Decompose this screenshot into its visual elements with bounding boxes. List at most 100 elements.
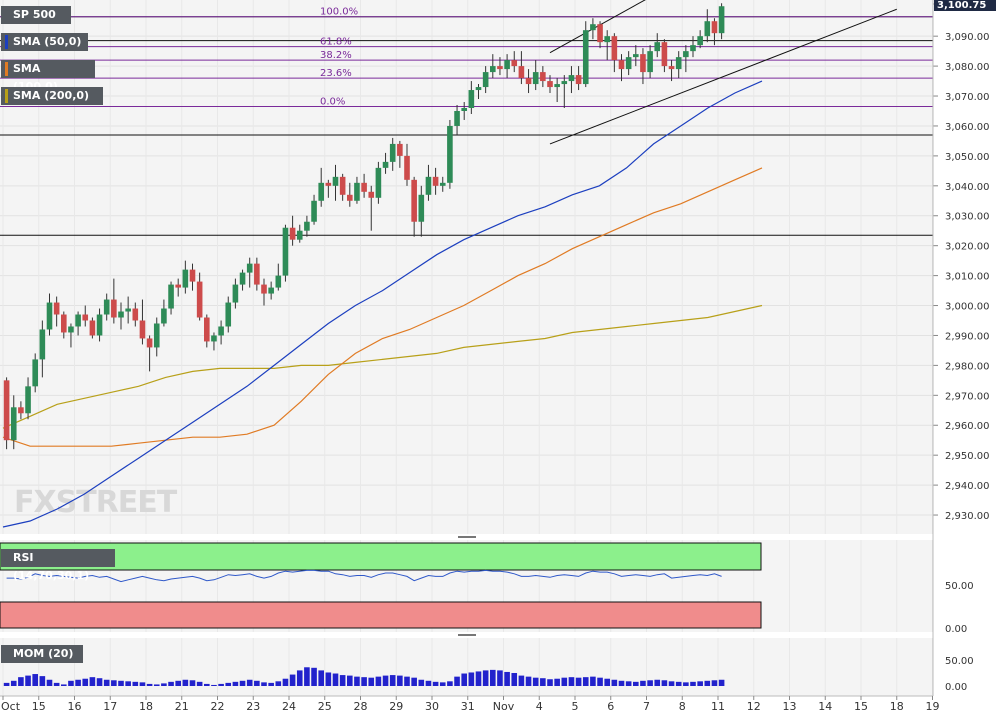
mom-bar	[268, 682, 274, 686]
sma50-legend[interactable]: SMA (50,0)	[1, 33, 88, 51]
candle-body	[540, 72, 546, 82]
mom-bar	[683, 682, 689, 686]
candle-body	[96, 314, 103, 336]
mom-bar	[68, 680, 74, 686]
fib-level-label: 23.6%	[320, 68, 352, 79]
rsi-overbought-zone	[0, 542, 762, 571]
mom-bar	[647, 680, 653, 686]
sma100-legend[interactable]: SMA (100,0)	[1, 60, 95, 93]
x-axis-label: 6	[607, 700, 614, 713]
mom-plot-bg	[0, 638, 933, 696]
candle-body	[82, 314, 89, 321]
candle-body	[146, 338, 153, 348]
x-axis-label: 15	[32, 700, 46, 713]
mom-bar	[397, 675, 403, 686]
candle-body	[389, 143, 396, 162]
mom-bar	[311, 667, 317, 686]
candle-body	[425, 176, 432, 195]
y-axis-label: 3,010.00	[945, 272, 990, 283]
mom-bar	[511, 673, 518, 686]
mom-bar	[618, 680, 625, 686]
y-axis-label: 2,950.00	[945, 451, 990, 462]
mom-bar	[182, 679, 189, 686]
mom-bar	[225, 682, 232, 686]
candle-body	[61, 314, 67, 333]
candle-body	[668, 66, 675, 70]
candle-body	[153, 323, 160, 348]
mom-bar	[339, 675, 346, 686]
sma100-line	[2, 167, 763, 447]
mom-bar	[475, 671, 482, 686]
mom-bar	[354, 676, 360, 686]
x-axis-label: 30	[425, 700, 439, 713]
candle-body	[597, 24, 603, 43]
candle-body	[39, 329, 46, 360]
mom-bar	[439, 682, 446, 686]
mom-bar	[461, 673, 467, 686]
y-axis-label: 2,960.00	[945, 421, 990, 432]
mom-bar	[654, 679, 661, 686]
symbol-label[interactable]: SP 500	[1, 6, 71, 24]
rsi-label[interactable]: RSI (14,70,30,1)	[1, 549, 115, 582]
candle-body	[10, 407, 17, 441]
candle-body	[704, 21, 711, 37]
mom-label[interactable]: MOM (20)	[1, 645, 83, 663]
candle-body	[590, 24, 596, 31]
mom-bar	[454, 676, 460, 686]
mom-bar	[625, 681, 632, 686]
candle-body	[447, 125, 453, 183]
mom-bar	[554, 678, 560, 686]
candle-body	[561, 81, 568, 85]
y-axis-label: 2,970.00	[945, 391, 990, 402]
axis-bg	[933, 0, 1006, 719]
x-axis-label: 19	[926, 700, 940, 713]
candle-body	[68, 326, 74, 333]
candle-body	[218, 326, 224, 336]
mom-bar	[146, 683, 153, 686]
mom-bar	[411, 677, 417, 686]
mom-bar	[53, 682, 60, 686]
rsi-line	[6, 569, 722, 583]
x-axis-label: 21	[175, 700, 189, 713]
candle-body	[311, 200, 317, 222]
mom-bar	[296, 670, 303, 686]
mom-bar	[189, 680, 196, 686]
sma50-line	[2, 80, 763, 528]
candle-body	[497, 66, 503, 70]
candle-body	[89, 320, 96, 336]
sma100-legend-swatch	[5, 62, 8, 76]
mom-bar	[111, 680, 117, 686]
mom-bar	[161, 683, 167, 686]
mom-bar	[697, 681, 703, 686]
sma200-legend[interactable]: SMA (200,0)	[1, 87, 103, 105]
candle-body	[75, 314, 81, 327]
y-axis-label: 3,080.00	[945, 62, 990, 73]
mom-bar	[447, 681, 453, 686]
rsi-axis-label: 0.00	[945, 624, 967, 635]
mom-bar	[175, 680, 181, 686]
candle-body	[375, 167, 382, 198]
candle-body	[490, 66, 496, 73]
mom-bar	[404, 676, 410, 686]
x-axis-label: 17	[103, 700, 117, 713]
mom-bar	[168, 681, 174, 686]
candle-body	[582, 30, 589, 85]
candle-body	[697, 36, 703, 46]
trend-channel-line	[549, 0, 646, 54]
candle-body	[618, 60, 625, 70]
mom-bar	[633, 681, 639, 686]
candle-body	[268, 287, 274, 294]
candle-body	[53, 302, 60, 315]
candle-body	[246, 263, 253, 273]
candle-body	[504, 60, 510, 70]
candle-body	[132, 308, 139, 321]
mom-bar	[18, 677, 24, 686]
y-axis-label: 2,940.00	[945, 481, 990, 492]
candle-body	[690, 45, 696, 52]
mom-bar	[75, 679, 81, 686]
mom-bar	[25, 675, 31, 686]
mom-bar	[482, 670, 489, 686]
x-axis-label: 29	[389, 700, 403, 713]
x-axis-label: 22	[211, 700, 225, 713]
